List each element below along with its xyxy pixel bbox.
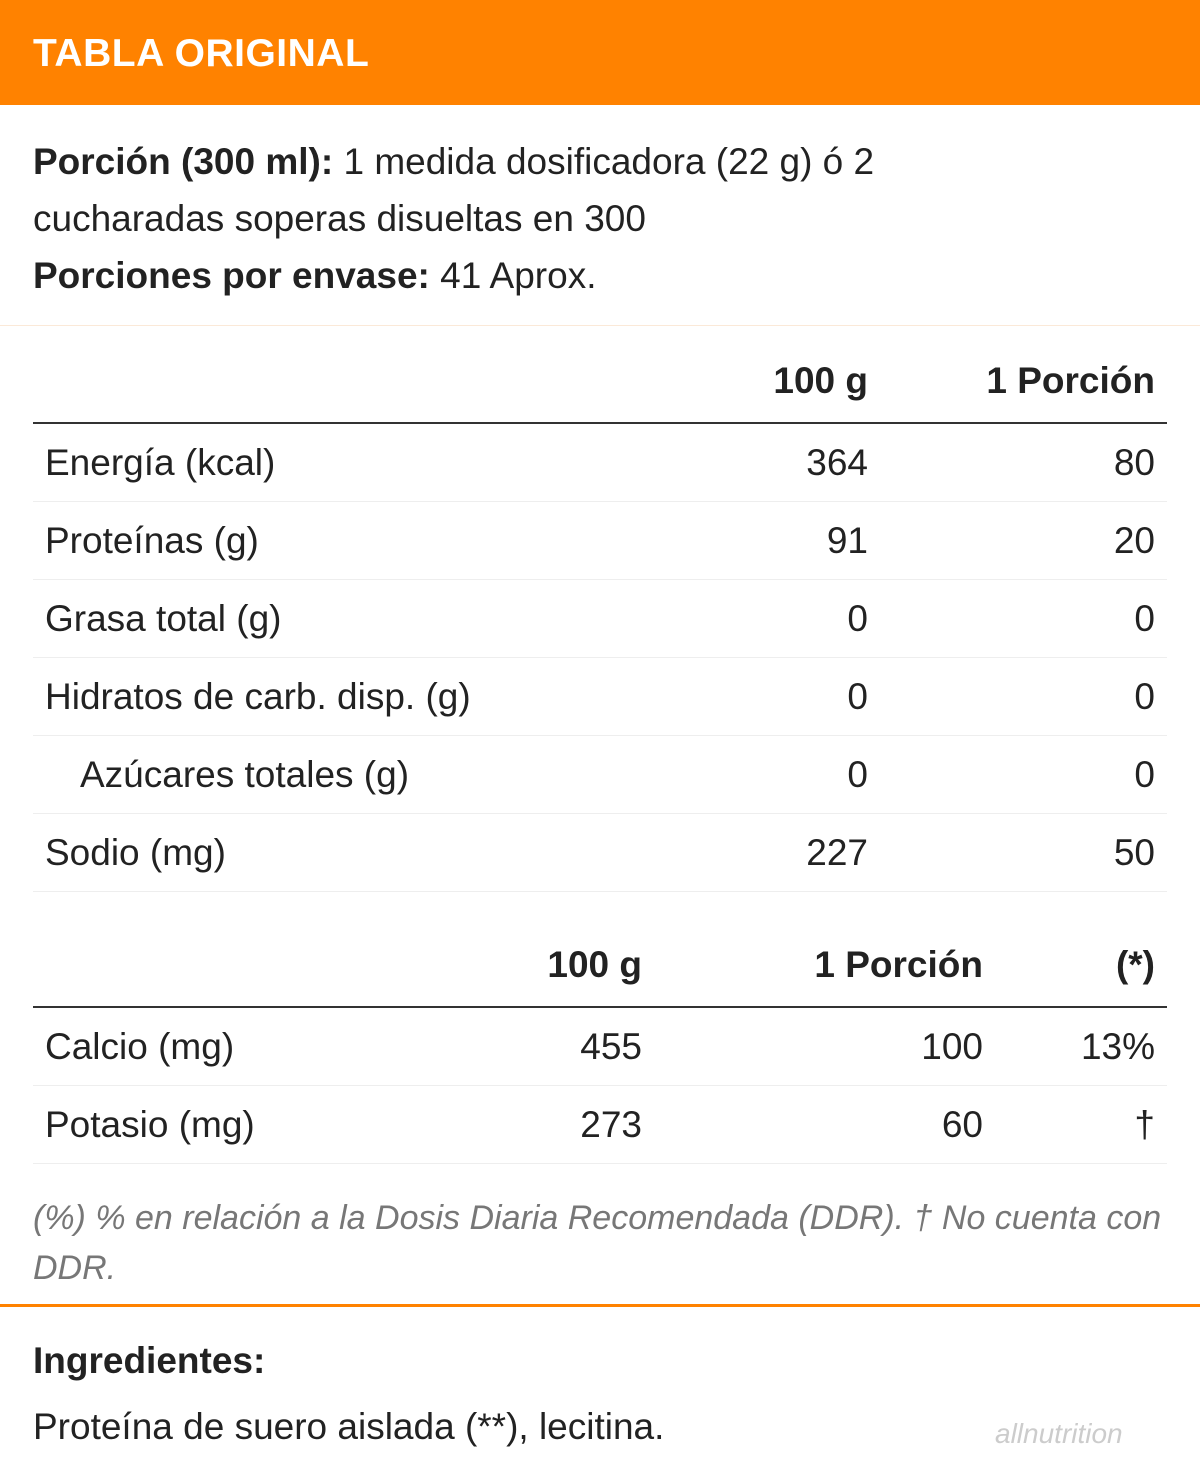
header-bar: TABLA ORIGINAL [0, 0, 1200, 105]
value-cell: 91 [640, 502, 880, 580]
row-label: Potasio (mg) [33, 1086, 430, 1164]
value-cell: 0 [640, 736, 880, 814]
row-label: Hidratos de carb. disp. (g) [33, 658, 640, 736]
header-cell [33, 924, 430, 1008]
value-cell: 455 [430, 1008, 654, 1086]
column-header: 1 Porción [880, 340, 1167, 424]
value-cell: 0 [640, 658, 880, 736]
value-cell: 60 [654, 1086, 995, 1164]
value-cell: 0 [880, 736, 1167, 814]
row-label: Calcio (mg) [33, 1008, 430, 1086]
servings-text: 41 Aprox. [440, 255, 597, 296]
value-cell: 0 [640, 580, 880, 658]
servings-label: Porciones por envase: [33, 255, 430, 296]
value-cell: 100 [654, 1008, 995, 1086]
header-title: TABLA ORIGINAL [33, 32, 370, 75]
value-cell: 50 [880, 814, 1167, 892]
portion-label: Porción (300 ml): [33, 141, 334, 182]
value-cell: 0 [880, 658, 1167, 736]
value-cell: 273 [430, 1086, 654, 1164]
logo: allnutrition [995, 1418, 1123, 1449]
separator [0, 1304, 1200, 1307]
value-cell: 13% [995, 1008, 1167, 1086]
row-label: Azúcares totales (g) [33, 736, 640, 814]
ingredients-label: Ingredientes: [33, 1340, 266, 1381]
value-cell: 80 [880, 424, 1167, 502]
header-cell [33, 340, 640, 424]
row-label: Sodio (mg) [33, 814, 640, 892]
column-header: 1 Porción [654, 924, 995, 1008]
portion-text: 1 medida dosificadora (22 g) ó 2 cuchara… [33, 141, 875, 239]
value-cell: 364 [640, 424, 880, 502]
value-cell: 20 [880, 502, 1167, 580]
separator [0, 325, 1200, 326]
column-header: 100 g [640, 340, 880, 424]
serving-info: Porción (300 ml): 1 medida dosificadora … [33, 133, 1033, 304]
row-label: Grasa total (g) [33, 580, 640, 658]
value-cell: 0 [880, 580, 1167, 658]
row-label: Proteínas (g) [33, 502, 640, 580]
row-label: Energía (kcal) [33, 424, 640, 502]
ingredients-text: Proteína de suero aislada (**), lecitina… [33, 1406, 665, 1447]
value-cell: † [995, 1086, 1167, 1164]
value-cell: 227 [640, 814, 880, 892]
footnote: (%) % en relación a la Dosis Diaria Reco… [33, 1199, 1162, 1287]
column-header: (*) [995, 924, 1167, 1008]
column-header: 100 g [430, 924, 654, 1008]
